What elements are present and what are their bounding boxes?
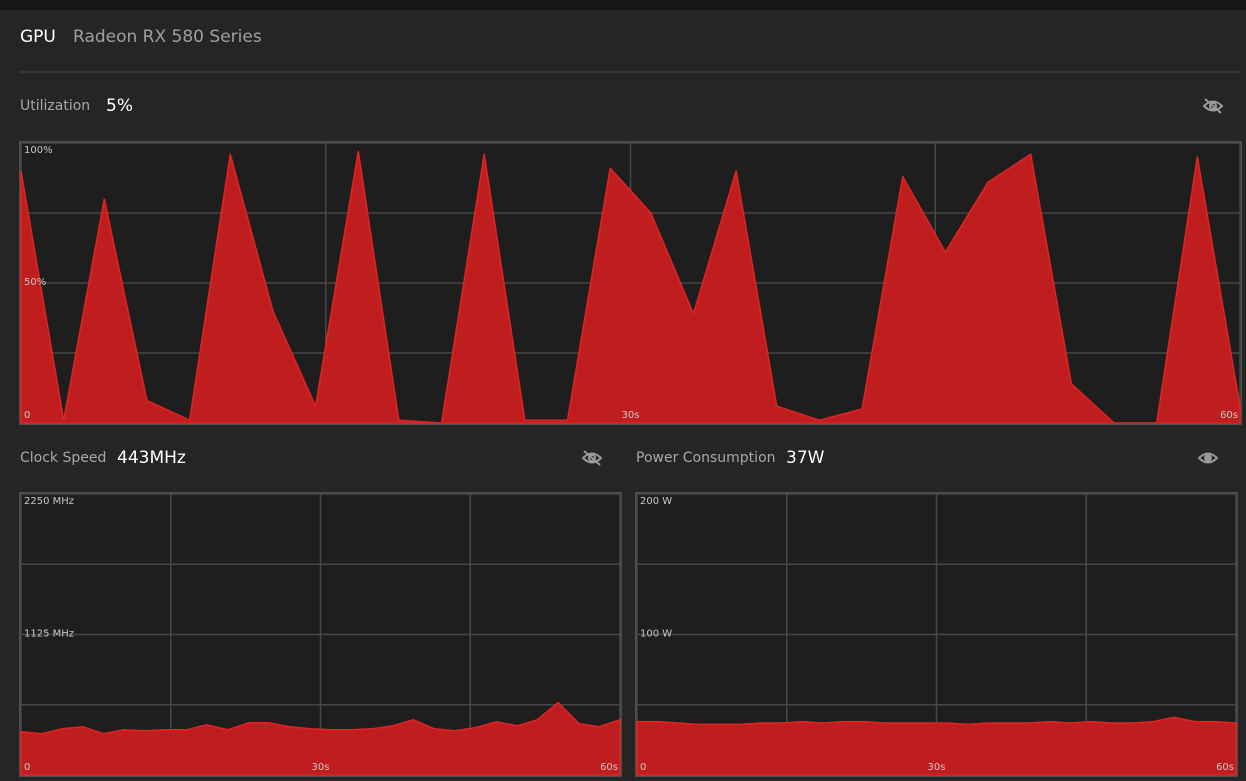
- x-tick-label: 60s: [1220, 410, 1238, 421]
- metric-label: Utilization: [20, 98, 90, 114]
- x-tick-label: 30s: [312, 762, 330, 773]
- y-tick-label: 50%: [24, 277, 46, 288]
- panel-title: GPU: [20, 27, 56, 47]
- gpu-name: Radeon RX 580 Series: [73, 27, 262, 47]
- y-tick-label: 100 W: [640, 629, 672, 640]
- metric-label: Clock Speed: [20, 450, 106, 466]
- metric-value: 37W: [786, 448, 825, 468]
- area: [20, 150, 1241, 424]
- y-tick-label: 200 W: [640, 496, 672, 507]
- y-tick-label: 1125 MHz: [24, 629, 74, 640]
- show-toggle[interactable]: [1197, 452, 1219, 464]
- y-tick-label: 100%: [24, 145, 53, 156]
- y-tick-label: 2250 MHz: [24, 496, 74, 507]
- y-tick-label: 0: [24, 762, 30, 773]
- x-tick-label: 60s: [600, 762, 618, 773]
- y-tick-label: 0: [24, 410, 30, 421]
- metric-value: 443MHz: [117, 448, 186, 468]
- area: [20, 701, 621, 776]
- metric-value: 5%: [106, 96, 133, 116]
- hide-toggle[interactable]: [1202, 98, 1224, 114]
- x-tick-label: 30s: [622, 410, 640, 421]
- y-tick-label: 0: [640, 762, 646, 773]
- area: [636, 716, 1237, 776]
- x-tick-label: 30s: [928, 762, 946, 773]
- x-tick-label: 60s: [1216, 762, 1234, 773]
- metric-label: Power Consumption: [636, 450, 776, 466]
- hide-toggle[interactable]: [581, 450, 603, 466]
